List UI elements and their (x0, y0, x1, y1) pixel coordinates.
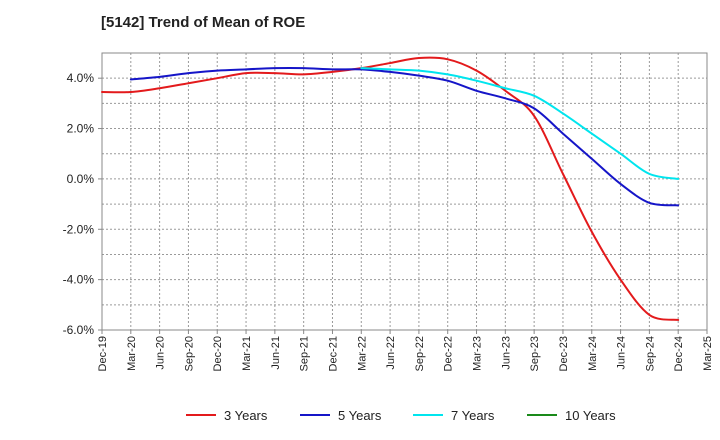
legend-label-10-years: 10 Years (565, 408, 616, 423)
legend-label-7-years: 7 Years (451, 408, 495, 423)
series-line-7-years (360, 67, 680, 180)
y-tick-label: 4.0% (67, 71, 95, 85)
y-tick-label: 0.0% (67, 172, 95, 186)
series-line-3-years (101, 56, 680, 321)
legend-label-3-years: 3 Years (224, 408, 268, 423)
chart-title: [5142] Trend of Mean of ROE (101, 14, 306, 31)
legend-label-5-years: 5 Years (338, 408, 382, 423)
x-tick-label: Mar-22 (356, 336, 368, 371)
x-tick-label: Dec-19 (97, 336, 109, 371)
plot-frame (101, 52, 708, 331)
x-tick-label: Mar-23 (472, 336, 484, 371)
x-tick-label: Jun-22 (385, 336, 397, 370)
x-tick-label: Mar-20 (126, 336, 138, 371)
series-line-5-years (129, 66, 680, 207)
x-tick-label: Mar-24 (587, 336, 599, 371)
x-tick-label: Dec-23 (558, 336, 570, 371)
x-tick-label: Sep-21 (299, 336, 311, 371)
x-tick-label: Jun-23 (500, 336, 512, 370)
x-tick-label: Dec-21 (327, 336, 339, 371)
y-tick-label: -6.0% (63, 323, 95, 337)
x-tick-label: Sep-22 (414, 336, 426, 371)
x-tick-label: Sep-23 (529, 336, 541, 371)
x-tick-label: Jun-21 (270, 336, 282, 370)
x-tick-label: Jun-20 (155, 336, 167, 370)
y-tick-label: -4.0% (63, 273, 95, 287)
x-tick-label: Dec-22 (443, 336, 455, 371)
x-tick-label: Mar-25 (702, 336, 714, 371)
x-tick-label: Jun-24 (616, 336, 628, 370)
x-tick-label: Dec-24 (673, 336, 685, 371)
plot-background (102, 53, 707, 330)
y-tick-label: 2.0% (67, 122, 95, 136)
y-tick-label: -2.0% (63, 222, 95, 236)
x-tick-label: Mar-21 (241, 336, 253, 371)
x-tick-label: Sep-20 (183, 336, 195, 371)
x-tick-label: Dec-20 (212, 336, 224, 371)
x-tick-label: Sep-24 (644, 336, 656, 371)
